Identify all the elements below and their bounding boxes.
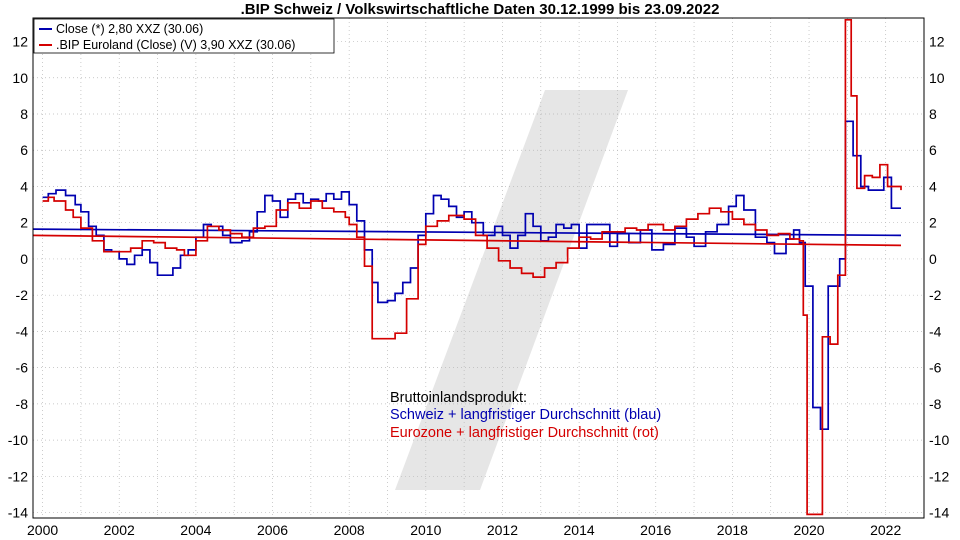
x-tick-label: 2008 <box>334 522 365 538</box>
annotation-heading: Bruttoinlandsprodukt: <box>390 390 527 406</box>
y-tick-label-right: -8 <box>929 396 942 412</box>
y-tick-label-right: 4 <box>929 178 937 194</box>
x-tick-label: 2002 <box>104 522 135 538</box>
y-tick-label-left: -4 <box>16 323 29 339</box>
y-tick-label-left: 10 <box>12 70 28 86</box>
annotation-line-red: Eurozone + langfristiger Durchschnitt (r… <box>390 425 659 441</box>
y-tick-label-left: 12 <box>12 34 28 50</box>
watermark-logo <box>395 90 628 490</box>
x-tick-label: 2016 <box>640 522 671 538</box>
series-euro-average-line <box>32 234 902 247</box>
y-tick-label-right: 2 <box>929 215 937 231</box>
y-tick-label-right: -14 <box>929 505 949 521</box>
y-tick-label-left: 4 <box>20 178 28 194</box>
y-tick-label-right: -4 <box>929 323 942 339</box>
legend: Close (*) 2,80 XXZ (30.06) .BIP Euroland… <box>33 18 335 54</box>
x-tick-label: 2020 <box>793 522 824 538</box>
y-tick-label-right: -2 <box>929 287 942 303</box>
plot-frame <box>32 17 925 519</box>
y-tick-label-left: -14 <box>8 505 28 521</box>
legend-box <box>33 18 335 54</box>
x-tick-label: 2014 <box>564 522 595 538</box>
x-tick-label: 2000 <box>27 522 58 538</box>
y-tick-label-right: 0 <box>929 251 937 267</box>
y-tick-label-left: 8 <box>20 106 28 122</box>
annotation-line-blue: Schweiz + langfristiger Durchschnitt (bl… <box>390 407 661 423</box>
y-tick-label-right: -6 <box>929 360 942 376</box>
x-tick-label: 2010 <box>410 522 441 538</box>
series-euro-gdp-line <box>42 18 902 516</box>
y-tick-label-left: -10 <box>8 432 28 448</box>
y-tick-label-right: 8 <box>929 106 937 122</box>
chart-title: .BIP Schweiz / Volkswirtschaftliche Date… <box>241 1 720 18</box>
y-tick-label-left: -6 <box>16 360 29 376</box>
y-tick-label-left: 2 <box>20 215 28 231</box>
grid <box>33 18 924 518</box>
y-tick-label-right: 10 <box>929 70 945 86</box>
y-axis-labels: 12 12 10 10 8 8 6 6 4 4 2 2 0 0 -2 -2 -4 -4 -6 -6 -8 -8 -10 -10… <box>8 34 950 521</box>
x-tick-label: 2012 <box>487 522 518 538</box>
legend-entry-red: .BIP Euroland (Close) (V) 3,90 XXZ (30.0… <box>56 38 295 52</box>
x-tick-label: 2006 <box>257 522 288 538</box>
x-axis-labels: 2000 2002 2004 2006 2008 2010 2012 2014 2016 2018… <box>27 522 901 538</box>
y-tick-label-right: 12 <box>929 34 945 50</box>
x-tick-label: 2004 <box>180 522 211 538</box>
series-layer <box>32 18 902 516</box>
series-ch-average-line <box>32 228 902 237</box>
series-ch-gdp-line <box>42 120 901 431</box>
y-tick-label-left: 6 <box>20 142 28 158</box>
y-tick-label-right: -10 <box>929 432 949 448</box>
y-tick-label-left: -8 <box>16 396 29 412</box>
annotation: Bruttoinlandsprodukt: Schweiz + langfris… <box>390 390 661 441</box>
x-tick-label: 2022 <box>870 522 901 538</box>
y-tick-label-left: -2 <box>16 287 29 303</box>
y-tick-label-left: 0 <box>20 251 28 267</box>
x-tick-label: 2018 <box>717 522 748 538</box>
y-tick-label-left: -12 <box>8 468 28 484</box>
legend-entry-blue: Close (*) 2,80 XXZ (30.06) <box>56 22 203 36</box>
y-tick-label-right: -12 <box>929 468 949 484</box>
y-tick-label-right: 6 <box>929 142 937 158</box>
